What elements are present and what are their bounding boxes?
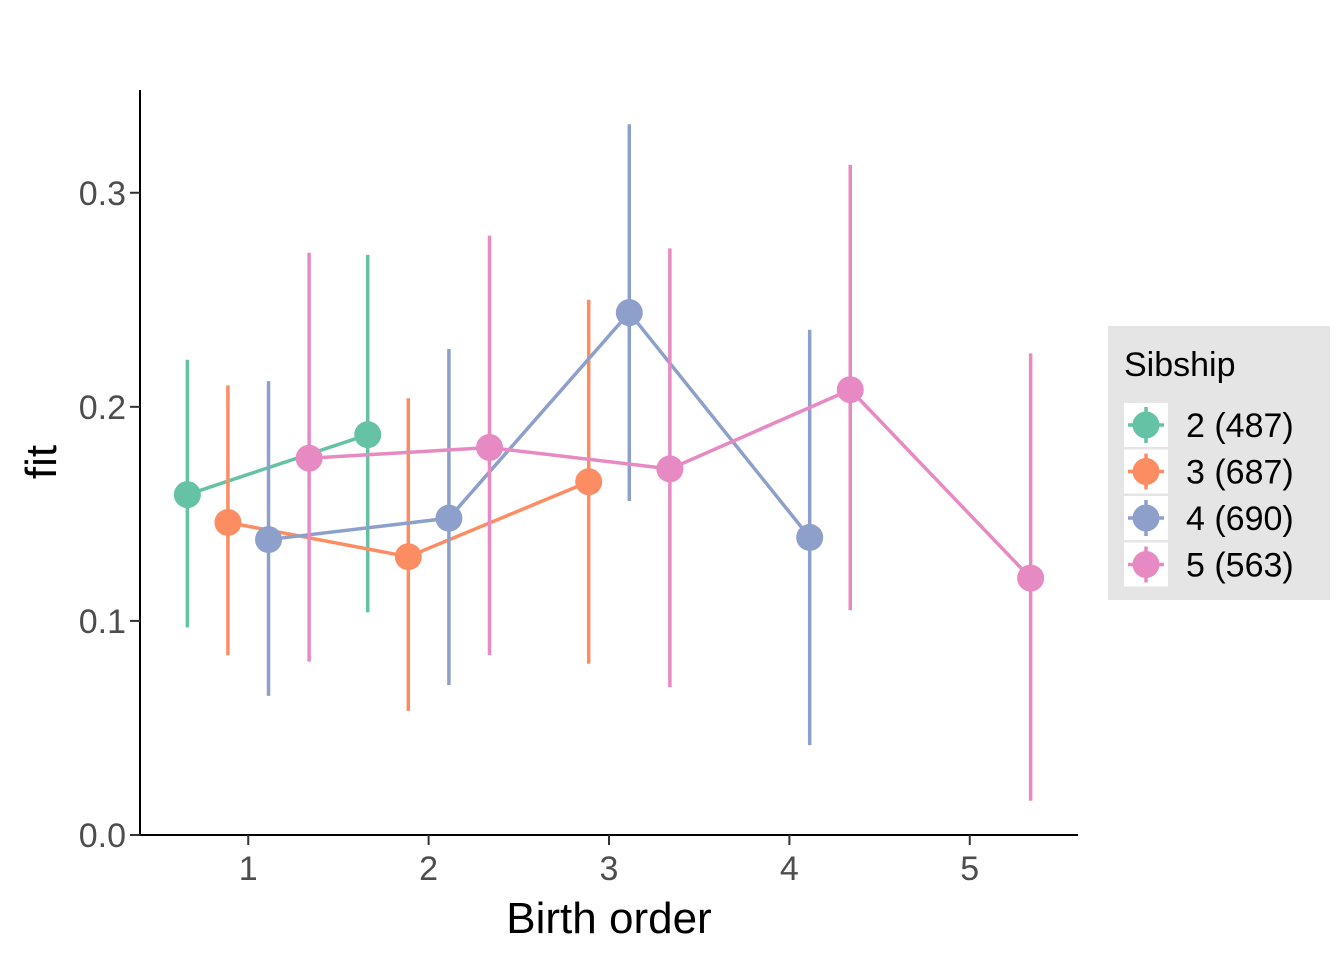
legend-label: 2 (487) [1186,407,1294,445]
data-point [173,481,201,509]
series-4 [295,164,1045,801]
x-tick-label: 4 [780,850,799,888]
x-tick-label: 3 [600,850,619,888]
data-point [214,508,242,536]
series-1 [173,254,382,628]
x-tick-label: 1 [239,850,258,888]
data-point [295,444,323,472]
x-tick-label: 5 [960,850,979,888]
data-point [1017,564,1045,592]
legend-key-point [1132,411,1160,439]
series-line [268,309,812,542]
y-axis-title: fit [17,445,66,479]
y-tick-label: 0.3 [79,175,126,213]
data-point [354,421,382,449]
legend-item: 2 (487) [1124,403,1294,447]
data-point [615,299,643,327]
legend-items: 2 (487) 3 (687) 4 (690) 5 (563) [1124,403,1294,587]
legend-item: 3 (687) [1124,449,1294,494]
data-point [796,523,824,551]
legend-item: 5 (563) [1124,542,1294,587]
series-2 [214,299,603,711]
legend: Sibship 2 (487) 3 (687) 4 (690) 5 (563) [1108,326,1330,600]
data-point [475,434,503,462]
series-3 [255,124,824,746]
legend-label: 3 (687) [1186,454,1294,492]
x-axis-title: Birth order [506,894,711,943]
data-point [394,543,422,571]
legend-key-point [1132,551,1160,578]
x-tick-label: 2 [419,850,438,888]
data-point [575,468,603,496]
data-point [255,526,283,554]
y-tick-label: 0.0 [79,817,126,855]
axes: 1 2 3 4 5 0.0 0.1 0.2 0.3 [79,90,1078,888]
y-tick-label: 0.1 [79,603,126,641]
y-tick-label: 0.2 [79,389,126,427]
legend-label: 4 (690) [1186,500,1294,538]
data-point [836,376,864,404]
legend-item: 4 (690) [1124,496,1294,540]
data-point [435,504,463,532]
data-point [656,455,684,483]
series-line [186,433,369,497]
legend-key-point [1132,458,1160,485]
legend-key-point [1132,504,1160,532]
legend-title: Sibship [1124,346,1236,384]
legend-label: 5 (563) [1186,547,1294,585]
chart-marks [173,124,1045,801]
